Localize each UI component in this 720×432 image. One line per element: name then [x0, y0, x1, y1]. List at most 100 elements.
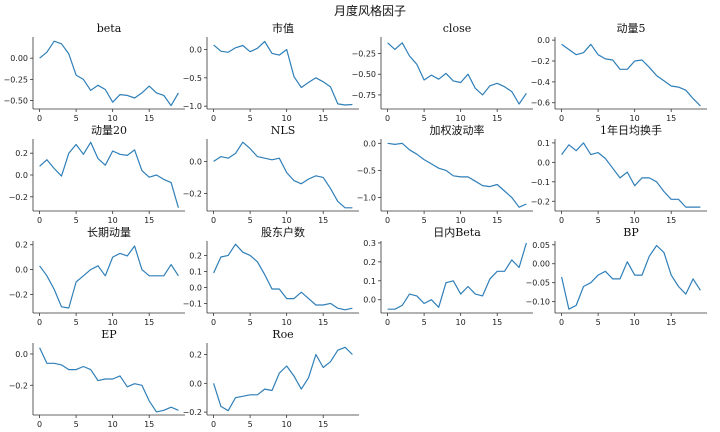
series-line [387, 142, 527, 208]
y-tick-label: 0.00 [10, 54, 28, 63]
y-tick-label: −0.10 [525, 298, 550, 307]
x-tick-label: 0 [37, 420, 42, 429]
y-tick-label: 0.0 [15, 350, 28, 359]
y-tick-label: 0.0 [363, 296, 376, 305]
x-tick-label: 10 [108, 114, 118, 123]
x-tick-label: 5 [74, 420, 79, 429]
y-tick-label: 0.2 [15, 149, 28, 158]
subplot-11: BP 0 5 10 15 −0.10 −0.05 0.00 0.05 [525, 226, 707, 327]
y-tick-label: −0.1 [531, 178, 550, 187]
y-tick-label: −0.50 [3, 97, 28, 106]
y-tick-label: 0.1 [189, 267, 202, 276]
series-line [213, 346, 353, 412]
y-tick-label: 0.0 [189, 283, 202, 292]
x-tick-label: 5 [596, 216, 601, 225]
subplot-title: 加权波动率 [430, 123, 485, 137]
y-tick-label: 0.2 [15, 241, 28, 250]
subplot-title: 长期动量 [87, 226, 131, 239]
subplot-title: Roe [272, 328, 293, 341]
y-tick-label: −0.75 [351, 91, 376, 100]
y-tick-label: −1.0 [183, 102, 202, 111]
y-tick-label: −0.5 [357, 166, 376, 175]
series-line [39, 141, 179, 208]
subplot-8: 长期动量 0 5 10 15 −0.2 0.0 0.2 [9, 226, 185, 327]
x-tick-label: 0 [37, 216, 42, 225]
series-line [213, 243, 353, 311]
y-tick-label: −0.2 [531, 57, 550, 66]
x-tick-label: 10 [456, 318, 466, 327]
x-tick-label: 5 [596, 114, 601, 123]
y-tick-label: 0.1 [537, 139, 550, 148]
series-line [213, 141, 353, 209]
subplot-1: 市值 0 5 10 15 −1.0 −0.5 0.0 [183, 21, 359, 123]
subplot-title: 动量20 [91, 124, 127, 137]
series-line [561, 244, 701, 310]
y-tick-label: 0.1 [363, 277, 376, 286]
y-tick-label: 0.00 [532, 260, 550, 269]
figure-title: 月度风格因子 [334, 3, 406, 18]
y-tick-label: 0.2 [189, 251, 202, 260]
y-tick-label: −0.05 [525, 279, 550, 288]
y-tick-label: −0.2 [183, 408, 202, 417]
subplot-6: 加权波动率 0 5 10 15 −1.0 −0.5 0.0 [357, 123, 533, 225]
y-tick-label: 0.0 [363, 139, 376, 148]
x-tick-label: 5 [74, 216, 79, 225]
x-tick-label: 10 [108, 216, 118, 225]
y-tick-label: −0.2 [531, 197, 550, 206]
subplot-title: 市值 [272, 21, 294, 35]
series-line [39, 40, 179, 107]
subplot-2: close 0 5 10 15 −0.75 −0.50 −0.25 [351, 22, 533, 123]
subplot-title: BP [623, 226, 639, 239]
y-tick-label: 0.0 [189, 45, 202, 54]
y-tick-label: −0.2 [9, 193, 28, 202]
x-tick-label: 0 [211, 216, 216, 225]
x-tick-label: 15 [144, 420, 154, 429]
y-tick-label: 0.0 [189, 157, 202, 166]
y-tick-label: −0.2 [9, 381, 28, 390]
x-tick-label: 15 [318, 216, 328, 225]
x-tick-label: 15 [666, 216, 676, 225]
x-tick-label: 15 [492, 318, 502, 327]
series-line [213, 40, 353, 106]
y-tick-label: −1.0 [357, 193, 376, 202]
subplot-title: beta [97, 22, 122, 35]
subplot-0: beta 0 5 10 15 −0.50 −0.25 0.00 [3, 22, 185, 123]
x-tick-label: 5 [422, 216, 427, 225]
x-tick-label: 0 [37, 114, 42, 123]
y-tick-label: 0.0 [15, 171, 28, 180]
subplot-title: 股东户数 [261, 225, 305, 239]
subplot-4: 动量20 0 5 10 15 −0.2 0.0 0.2 [9, 124, 185, 225]
series-line [39, 245, 179, 309]
x-tick-label: 0 [385, 114, 390, 123]
x-tick-label: 15 [492, 216, 502, 225]
x-tick-label: 15 [666, 318, 676, 327]
subplot-title: 日内Beta [433, 225, 481, 239]
y-tick-label: −0.5 [183, 74, 202, 83]
x-tick-label: 0 [559, 318, 564, 327]
x-tick-label: 10 [630, 318, 640, 327]
subplot-5: NLS 0 5 10 15 −0.2 0.0 [183, 124, 359, 225]
x-tick-label: 5 [74, 114, 79, 123]
x-tick-label: 10 [456, 216, 466, 225]
x-tick-label: 10 [456, 114, 466, 123]
subplot-title: NLS [271, 124, 295, 137]
y-tick-label: −0.25 [3, 75, 28, 84]
x-tick-label: 15 [666, 114, 676, 123]
y-tick-label: 0.2 [189, 351, 202, 360]
x-tick-label: 0 [559, 216, 564, 225]
x-tick-label: 0 [211, 318, 216, 327]
x-tick-label: 15 [492, 114, 502, 123]
x-tick-label: 15 [318, 420, 328, 429]
subplot-9: 股东户数 0 5 10 15 −0.1 0.0 0.1 0.2 [183, 225, 359, 327]
subplot-13: Roe 0 5 10 15 −0.2 0.0 0.2 [183, 328, 359, 429]
x-tick-label: 5 [248, 318, 253, 327]
y-tick-label: −0.25 [351, 50, 376, 59]
y-tick-label: 0.0 [15, 266, 28, 275]
y-tick-label: 0.0 [537, 158, 550, 167]
y-tick-label: 0.0 [189, 379, 202, 388]
series-line [387, 42, 527, 105]
x-tick-label: 10 [282, 318, 292, 327]
series-line [387, 242, 527, 310]
x-tick-label: 5 [248, 420, 253, 429]
